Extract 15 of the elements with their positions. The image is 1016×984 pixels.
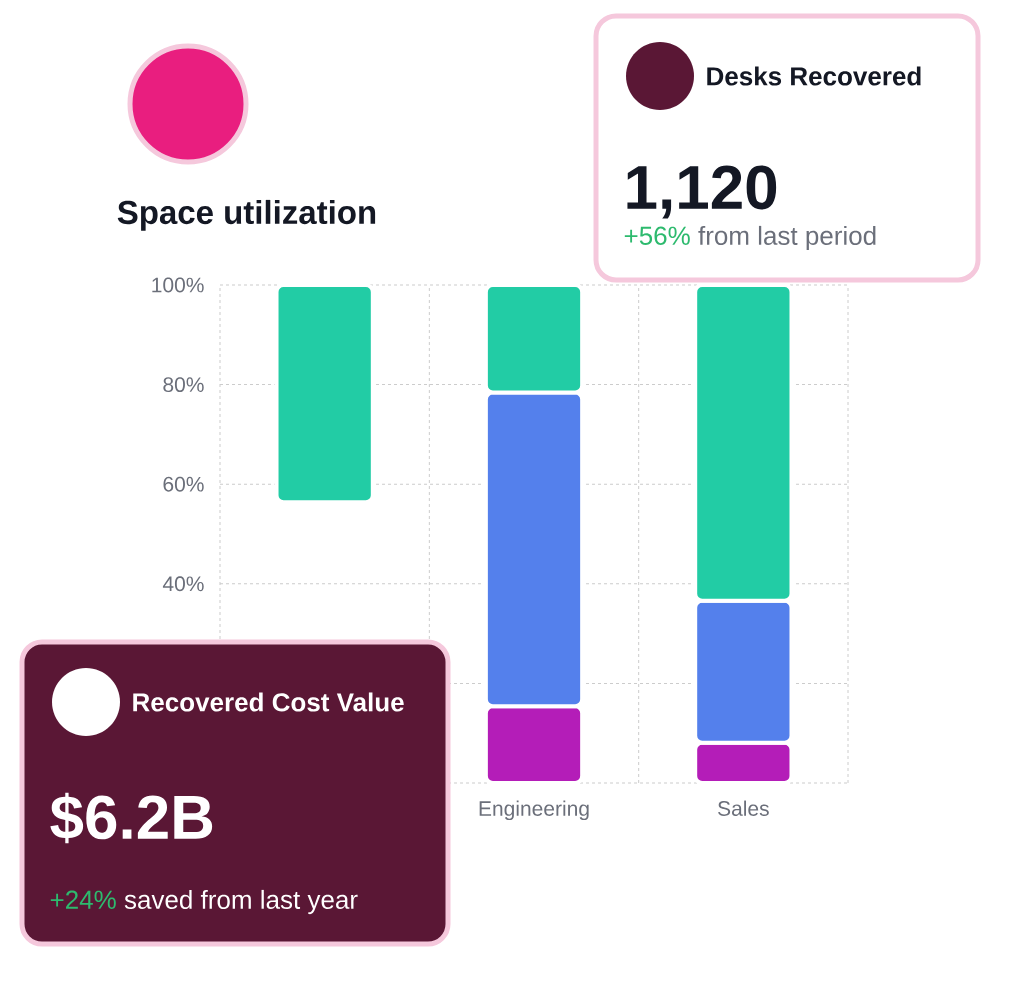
text: +24% [50,890,116,909]
text: Recovered Cost Value [133,692,404,712]
text: +56% [624,226,690,245]
text: Desks Recovered [707,66,921,86]
y-tick-label: 40% [162,576,204,592]
text: from last period [698,225,876,251]
y-tick-label: 80% [163,377,204,393]
text: $6.2B [50,792,213,844]
y-tick-label: 60% [163,476,204,492]
text: saved from last year [124,889,358,915]
x-tick-label: Sales [718,800,769,816]
y-tick-label: 100% [152,277,204,293]
text: 1,120 [627,165,777,219]
x-tick-label: Engineering [479,800,589,821]
chart-title: Space utilization [117,199,376,231]
